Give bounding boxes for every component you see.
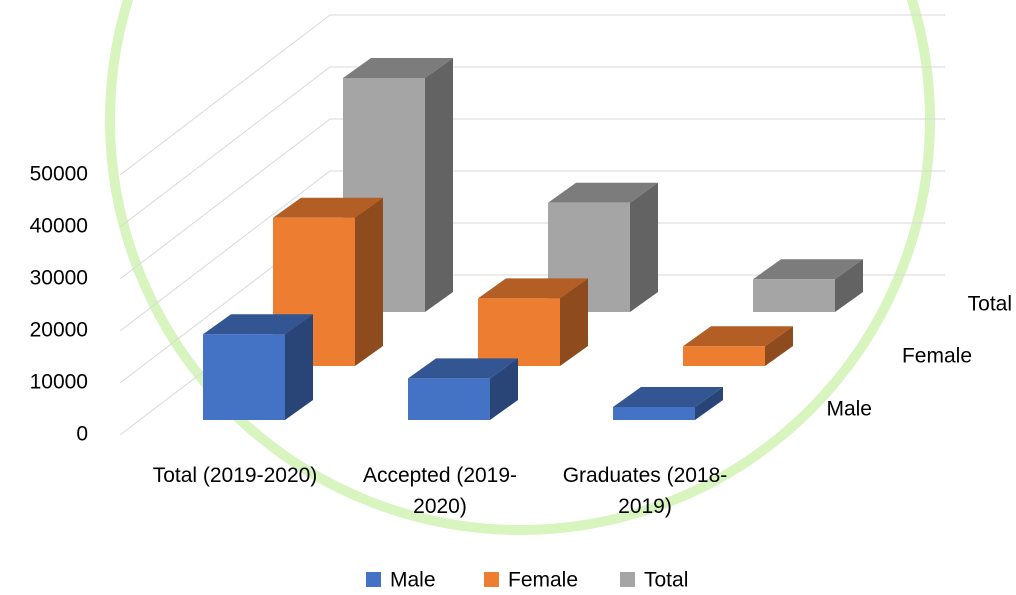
y-tick-label: 10000 [30,371,88,394]
bar [683,326,793,366]
legend-swatch [620,572,635,587]
bar-side [490,358,518,420]
legend-swatch [484,572,499,587]
series-axis-label: Total [968,293,1012,316]
legend-swatch [366,572,381,587]
bar-front [753,279,835,312]
bar [203,314,313,420]
bar-side [835,259,863,312]
bar-front [683,346,765,366]
bar-top [478,278,588,299]
legend-label: Female [508,569,578,592]
grid-line [119,170,945,332]
bar-side [765,326,793,366]
y-tick-label: 50000 [30,163,88,186]
bar-front [613,407,695,420]
legend-label: Total [644,569,688,592]
bar-front [203,334,285,420]
grid-line [119,66,945,228]
y-tick-label: 20000 [30,319,88,342]
bar-front [408,378,490,420]
bar [478,278,588,366]
bar-side [695,387,723,420]
bar-top [203,314,313,335]
legend-label: Male [390,569,436,592]
series-axis-label: Male [826,398,872,421]
bar-front [478,298,560,366]
bar-side [425,58,453,312]
bar-side [560,278,588,366]
bar-top [683,326,793,347]
grid-line [119,118,945,280]
y-tick-label: 30000 [30,267,88,290]
bar [753,259,863,312]
y-tick-label: 40000 [30,215,88,238]
bar-top [613,387,723,407]
bar-top [343,58,453,78]
watermark [105,0,935,535]
bar-side [355,197,383,366]
bar-side [630,182,658,312]
bar-top [273,197,383,218]
bar-side [285,314,313,420]
x-tick-label: Total (2019-2020) [152,464,318,487]
bar-top [548,182,658,203]
x-tick-label: Accepted (2019-2020) [362,464,518,518]
x-tick-label: Graduates (2018-2019) [562,464,728,518]
bar-top [753,259,863,280]
bar [408,358,518,420]
bar [613,387,723,420]
y-tick-label: 0 [76,423,88,446]
grid-line [119,14,945,176]
bar-top [408,358,518,379]
bar [343,58,453,312]
series-axis-label: Female [902,345,972,368]
